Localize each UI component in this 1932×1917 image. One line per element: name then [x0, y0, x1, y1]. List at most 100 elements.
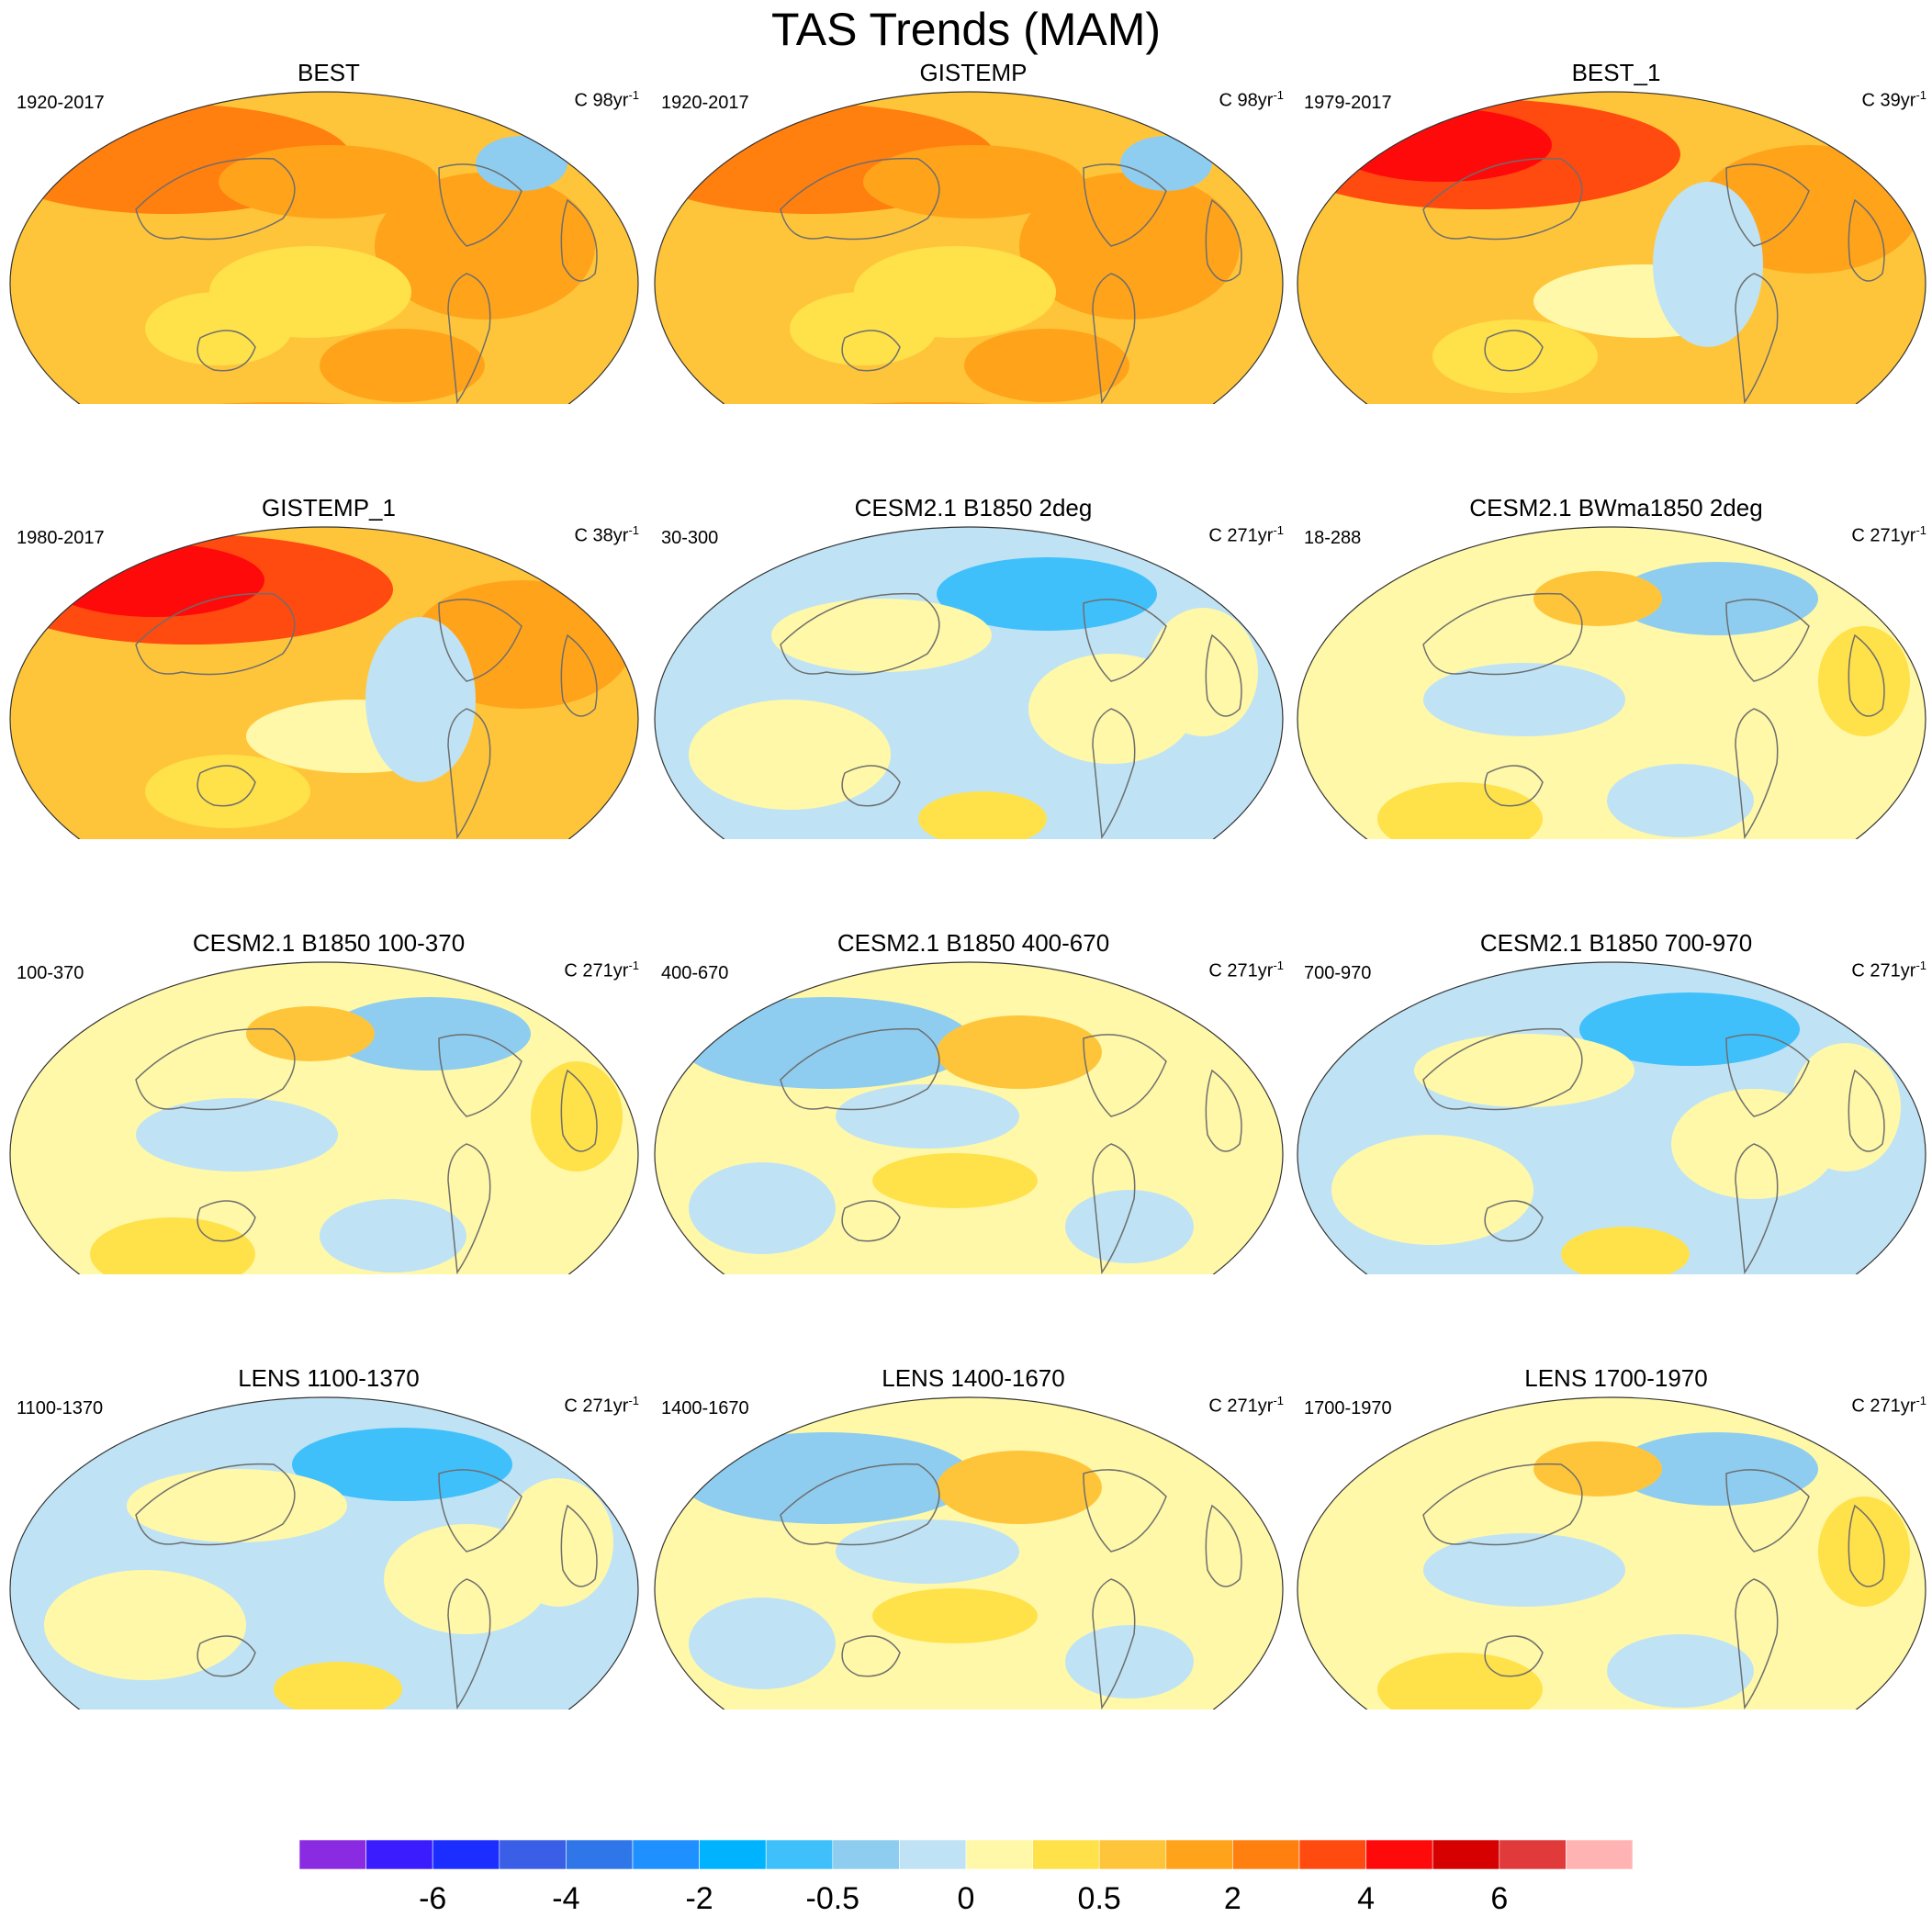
coastline [560, 633, 598, 717]
neutral-anomaly [503, 1478, 613, 1607]
neutral-anomaly [320, 1199, 466, 1272]
cool-anomaly [329, 997, 531, 1071]
units-exponent: -1 [628, 1394, 639, 1407]
units-text: C 98yr [574, 90, 629, 111]
coastline [1848, 1504, 1885, 1587]
colorbar-tick-label: 4 [1357, 1881, 1376, 1916]
coastline [447, 1578, 491, 1710]
coastline [560, 1504, 598, 1587]
panel-period: 1920-2017 [661, 93, 749, 113]
panel-units: C 98yr-1 [575, 84, 639, 112]
colorbar-swatch [365, 1840, 433, 1870]
neutral-anomaly [1065, 1190, 1194, 1263]
cool-anomaly [937, 557, 1157, 631]
warm-anomaly [531, 1061, 623, 1172]
neutral-anomaly [1148, 608, 1258, 736]
coastline [1725, 1034, 1810, 1117]
coastline [780, 592, 940, 676]
map-projection [654, 526, 1284, 839]
coastline [135, 1027, 296, 1111]
warm-anomaly [937, 1451, 1102, 1524]
map-projection [1297, 526, 1926, 839]
colorbar-tick-label: -2 [685, 1881, 713, 1916]
coastline [1205, 198, 1242, 282]
neutral-anomaly [1423, 663, 1625, 736]
panel-title: CESM2.1 B1850 2deg [854, 494, 1093, 521]
coastline [1083, 1034, 1167, 1117]
colorbar-swatch [1165, 1840, 1233, 1870]
units-text: C 271yr [1851, 960, 1916, 981]
coastline [1848, 633, 1885, 717]
colorbar-swatch [965, 1840, 1033, 1870]
coastline [1735, 1143, 1779, 1274]
warm-anomaly [964, 329, 1129, 402]
map-panel: CESM2.1 B1850 400-670 400-670 C 271yr-1 [652, 841, 1295, 1274]
coastline [1092, 1143, 1136, 1274]
coastline [135, 592, 296, 676]
colorbar-swatch [1232, 1840, 1300, 1870]
panel-title: LENS 1100-1370 [238, 1364, 420, 1392]
neutral-anomaly [1065, 1625, 1194, 1698]
panel-title: LENS 1400-1670 [882, 1364, 1065, 1392]
coastline [780, 157, 940, 241]
coastline [841, 1635, 901, 1677]
cool-anomaly [1653, 182, 1763, 347]
units-text: C 271yr [1208, 960, 1274, 981]
map-projection [9, 1396, 639, 1710]
cool-anomaly [292, 1428, 512, 1501]
cool-anomaly [1120, 136, 1212, 191]
units-text: C 271yr [1851, 1396, 1916, 1417]
map-projection [1297, 91, 1926, 404]
panel-title: GISTEMP_1 [262, 494, 396, 521]
panel-units: C 271yr-1 [1851, 1390, 1926, 1418]
map-border [9, 1396, 639, 1710]
colorbar-swatch [765, 1840, 834, 1870]
coastline [1083, 163, 1167, 247]
cool-anomaly [476, 136, 567, 191]
warm-anomaly [1377, 782, 1543, 839]
coastline [1484, 1635, 1544, 1677]
coastline [438, 163, 522, 247]
coastline [447, 708, 491, 839]
panel-title: CESM2.1 B1850 400-670 [837, 929, 1110, 957]
panel-period: 1979-2017 [1304, 93, 1392, 113]
coastline [1484, 1200, 1544, 1242]
panel-units: C 271yr-1 [564, 955, 639, 982]
coastline [1422, 1463, 1583, 1546]
units-text: C 39yr [1861, 90, 1916, 111]
colorbar-tick-label: 6 [1490, 1881, 1509, 1916]
coastline [780, 1463, 940, 1546]
units-exponent: -1 [1915, 958, 1926, 972]
panel-period: 1920-2017 [17, 93, 105, 113]
warm-anomaly [872, 1588, 1038, 1643]
warm-anomaly [320, 329, 485, 402]
neutral-anomaly [1607, 1634, 1754, 1708]
coastline [841, 1200, 901, 1242]
coastline [1422, 1027, 1583, 1111]
coastline [447, 1143, 491, 1274]
map-border [1297, 91, 1926, 404]
panel-units: C 271yr-1 [1851, 955, 1926, 982]
units-exponent: -1 [628, 523, 639, 537]
map-projection [9, 526, 639, 839]
coastline [438, 1034, 522, 1117]
coastline [1725, 1469, 1810, 1553]
panel-period: 18-288 [1304, 528, 1362, 548]
warm-anomaly [863, 145, 1084, 219]
coastline [1083, 1469, 1167, 1553]
colorbar-swatch [1365, 1840, 1433, 1870]
map-projection [654, 1396, 1284, 1710]
warm-anomaly [872, 1153, 1038, 1208]
coastline [1735, 1578, 1779, 1710]
colorbar-tick-label: -0.5 [805, 1881, 860, 1916]
coastline [1205, 1504, 1242, 1587]
coastline [841, 765, 901, 807]
warm-anomaly [1533, 1441, 1662, 1497]
map-panel: CESM2.1 B1850 700-970 700-970 C 271yr-1 [1295, 841, 1932, 1274]
panel-period: 1980-2017 [17, 528, 105, 548]
panel-title: BEST_1 [1571, 59, 1661, 86]
warm-anomaly [219, 145, 439, 219]
map-projection [1297, 1396, 1926, 1710]
figure-title: TAS Trends (MAM) [770, 4, 1162, 55]
panel-title: BEST [298, 59, 360, 86]
